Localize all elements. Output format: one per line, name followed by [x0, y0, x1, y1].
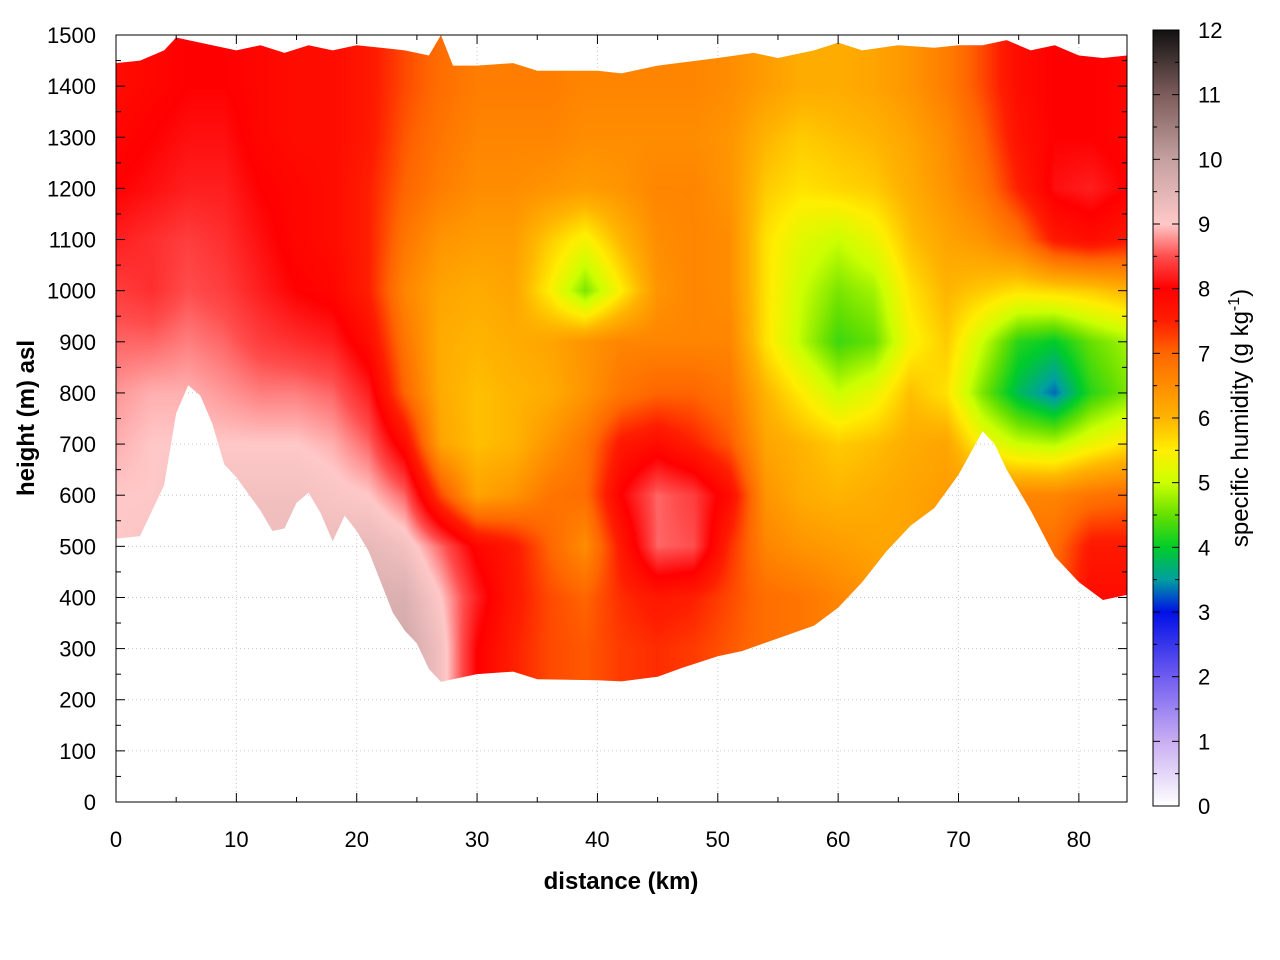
- y-tick-label: 600: [59, 483, 96, 508]
- colorbar-tick-label: 12: [1198, 18, 1222, 43]
- axis-ticks: [115, 34, 1127, 803]
- x-tick-label: 30: [465, 827, 489, 852]
- y-tick-label: 1500: [47, 23, 96, 48]
- x-tick-label: 70: [946, 827, 970, 852]
- y-tick-label: 700: [59, 432, 96, 457]
- colorbar-tick-label: 1: [1198, 729, 1210, 754]
- y-tick-label: 1400: [47, 74, 96, 99]
- x-tick-label: 40: [585, 827, 609, 852]
- colorbar-tick-label: 10: [1198, 147, 1222, 172]
- colorbar-tick-label: 11: [1198, 83, 1221, 108]
- colorbar-tick-label: 3: [1198, 600, 1210, 625]
- colorbar-ticks: [1153, 29, 1179, 807]
- colorbar-tick-label: 5: [1198, 471, 1210, 496]
- x-tick-label: 60: [826, 827, 850, 852]
- y-tick-label: 1300: [47, 125, 96, 150]
- y-tick-label: 900: [59, 330, 96, 355]
- y-tick-label: 1100: [49, 228, 96, 253]
- colorbar-title-close: ): [1227, 289, 1254, 297]
- y-axis-title: height (m) asl: [13, 340, 40, 496]
- y-tick-label: 200: [59, 688, 96, 713]
- colorbar-tick-label: 7: [1198, 341, 1210, 366]
- x-tick-label: 10: [224, 827, 248, 852]
- y-tick-label: 400: [59, 585, 96, 610]
- y-tick-label: 1200: [47, 176, 96, 201]
- x-tick-labels: 0 10 20 30 40 50 60 70 80: [110, 827, 1091, 852]
- colorbar-title: specific humidity (g kg-1): [1226, 289, 1254, 547]
- x-tick-label: 80: [1067, 827, 1091, 852]
- plot-area: 0 10 20 30 40 50 60 70 80 0 100 200 300 400 500 600 700…: [47, 23, 1128, 852]
- y-tick-labels: 0 100 200 300 400 500 600 700 800 900 1000 1100 1200…: [47, 23, 96, 815]
- x-tick-label: 0: [110, 827, 122, 852]
- colorbar-tick-label: 0: [1198, 794, 1210, 819]
- colorbar-title-exponent: -1: [1226, 297, 1243, 311]
- x-axis-title: distance (km): [544, 868, 699, 895]
- y-tick-label: 800: [59, 381, 96, 406]
- colorbar-tick-label: 2: [1198, 665, 1210, 690]
- colorbar-title-main: specific humidity (g kg: [1227, 311, 1254, 547]
- colorbar-tick-label: 6: [1198, 406, 1210, 431]
- x-tick-label: 50: [706, 827, 730, 852]
- y-tick-label: 500: [59, 534, 96, 559]
- x-tick-label: 20: [344, 827, 368, 852]
- colorbar-tick-label: 4: [1198, 535, 1210, 560]
- y-tick-label: 300: [59, 637, 96, 662]
- y-tick-label: 100: [59, 739, 96, 764]
- colorbar-tick-label: 9: [1198, 212, 1210, 237]
- colorbar-tick-label: 8: [1198, 277, 1210, 302]
- y-tick-label: 0: [84, 790, 96, 815]
- y-tick-label: 1000: [47, 279, 96, 304]
